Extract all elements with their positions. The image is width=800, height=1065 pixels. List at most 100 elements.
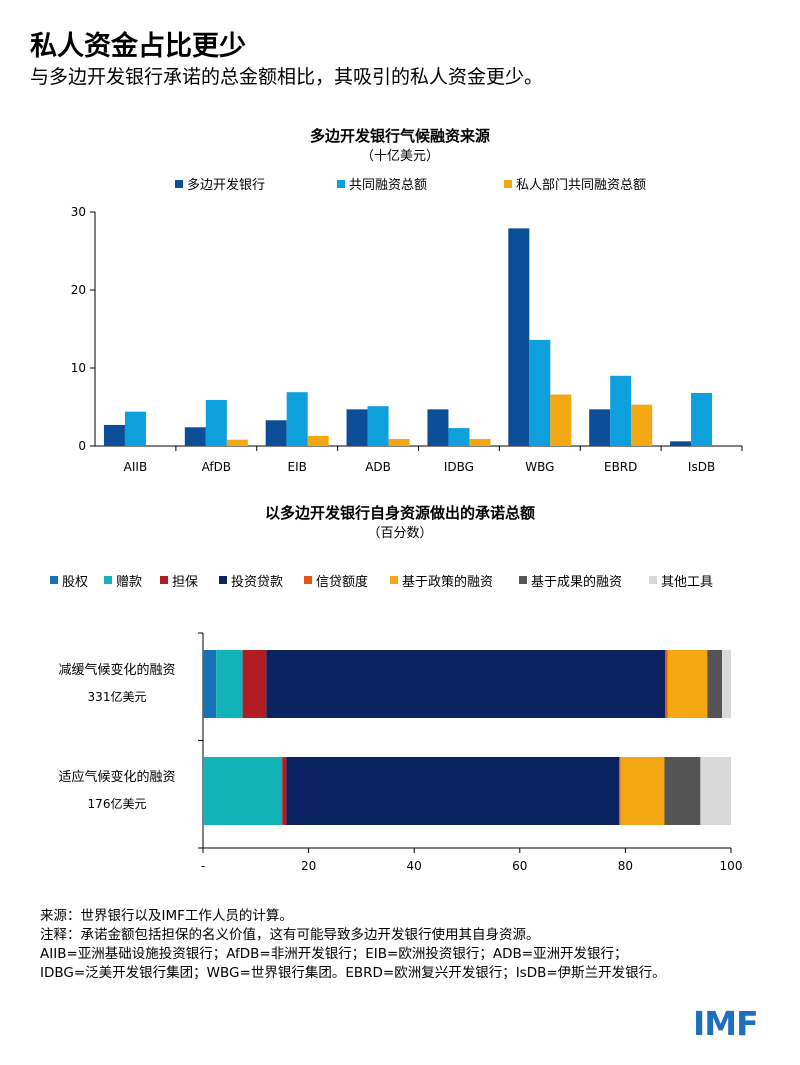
chart2-legend-label: 基于政策的融资 [402,574,493,590]
chart1-x-tick-label: AIIB [124,460,148,474]
note-source: 来源：世界银行以及IMF工作人员的计算。 [40,908,293,924]
chart1-bar [346,409,368,446]
chart1-bar [286,392,308,446]
chart1-subtitle: （十亿美元） [361,149,439,164]
chart2-bars [203,650,731,825]
chart1-bar [691,392,713,446]
chart1-title: 多边开发银行气候融资来源 [310,127,490,145]
chart2-bar-segment [700,757,731,825]
chart2-x-tick-label: 100 [720,859,743,873]
chart1-legend-swatch [175,180,183,188]
chart1-bar [205,399,227,446]
chart1-legend-label: 共同融资总额 [349,178,427,193]
chart2-x-tick-label: 60 [512,859,527,873]
chart2-x-tick-label: 80 [618,859,633,873]
chart1-x-tick-label: EBRD [604,460,637,474]
chart1-bar [367,406,389,446]
chart1-bars [103,228,713,446]
chart1-y-tick-label: 0 [78,439,86,453]
chart2-legend-swatch [519,576,527,584]
chart2-subtitle: （百分数） [367,526,432,541]
chart2-bar-segment [286,757,620,825]
chart2-category-label: 减缓气候变化的融资 [58,662,175,678]
chart2-legend-swatch [160,576,168,584]
chart1-bar [124,411,146,446]
chart1-legend: 多边开发银行 共同融资总额 私人部门共同融资总额 [175,177,646,193]
chart2-bar-segment [707,650,723,718]
chart2-legend-swatch [304,576,312,584]
note-comment: 注释：承诺金额包括担保的名义价值，这有可能导致多边开发银行使用其自身资源。 [40,927,540,943]
chart2-category-label: 适应气候变化的融资 [58,769,175,785]
note-abbrev-1: AIIB=亚洲基础设施投资银行；AfDB=非洲开发银行；EIB=欧洲投资银行；A… [40,946,628,962]
chart1-bar [610,375,632,446]
chart2-bar-segment [619,757,621,825]
chart2-bar-segment [216,650,243,718]
chart1-bar [427,409,449,446]
chart2-x-tick-label: 20 [301,859,316,873]
chart1-bar [670,441,692,446]
chart1-bar [388,438,410,446]
chart2-bar-segment [282,757,287,825]
chart1-bar [226,439,248,446]
chart1-x-tick-label: EIB [288,460,307,474]
chart1-bar [184,427,206,446]
chart2-legend-label: 股权 [62,574,88,590]
chart2-legend-label: 担保 [172,575,198,590]
chart2-legend-label: 基于成果的融资 [531,574,622,590]
chart1-bar [589,409,611,446]
chart2-bar-segment [203,757,283,825]
chart1-bar [631,404,653,446]
chart2-bar-segment [664,757,701,825]
charts-canvas: 多边开发银行气候融资来源 （十亿美元） 多边开发银行 共同融资总额 私人部门共同融资… [50,127,743,873]
chart1-bar [307,435,329,446]
chart1-bar [529,339,551,446]
chart1-x-tick-label: IsDB [688,460,715,474]
chart2-legend-swatch [649,576,657,584]
chart2-legend-swatch [219,576,227,584]
chart2-legend-swatch [104,576,112,584]
chart2-bar-segment [620,757,665,825]
chart1-bar [265,420,287,446]
chart1-bar [469,438,491,446]
chart2-legend-swatch [390,576,398,584]
notes: 来源：世界银行以及IMF工作人员的计算。 注释：承诺金额包括担保的名义价值，这有… [40,907,666,983]
chart1-bar [103,424,125,446]
chart2-legend-label: 信贷额度 [316,574,368,590]
chart1-legend-swatch [337,180,345,188]
chart1-x-tick-label: WBG [525,460,554,474]
chart2-legend-label: 其他工具 [661,575,713,590]
chart1-y-tick-label: 10 [71,361,86,375]
chart2-bar-segment [667,650,708,718]
chart2-x-tick-label: - [201,859,205,873]
chart2-legend-label: 投资贷款 [231,574,283,590]
chart2-title: 以多边开发银行自身资源做出的承诺总额 [265,504,535,522]
chart2-legend-label: 赠款 [116,575,142,590]
chart2-legend-swatch [50,576,58,584]
chart1-legend-swatch [504,180,512,188]
chart1-x-tick-label: ADB [365,460,391,474]
chart2-legend: 股权 赠款 担保 投资贷款 信贷额度 基于政策的融资 基于成果的融资 其他工具 [50,574,713,590]
chart1-legend-label: 多边开发银行 [187,177,265,193]
chart1-bar [550,394,572,446]
chart2-bar-segment [722,650,731,718]
page-title: 私人资金占比更少 [30,31,246,62]
note-abbrev-2: IDBG=泛美开发银行集团；WBG=世界银行集团。EBRD=欧洲复兴开发银行；I… [40,965,666,981]
chart1-y-tick-label: 30 [71,205,86,219]
chart1-bar [448,428,470,446]
chart1-axes: 0 10 20 30 AIIB AfDB EIB ADB IDBG WBG EBRD IsDB [71,205,743,474]
chart1-x-tick-label: AfDB [202,460,231,474]
chart1-x-tick-label: IDBG [444,460,474,474]
chart2-bar-segment [266,650,665,718]
chart1-bar [508,228,530,446]
chart1-y-tick-label: 20 [71,283,86,297]
chart2-bar-segment [203,650,217,718]
chart2-bar-segment [242,650,267,718]
chart2-category-total: 331亿美元 [88,689,147,704]
chart2-category-total: 176亿美元 [88,796,147,811]
chart1-legend-label: 私人部门共同融资总额 [516,178,646,193]
imf-logo: IMF [693,1004,759,1043]
page-subtitle: 与多边开发银行承诺的总金额相比，其吸引的私人资金更少。 [30,66,544,88]
chart2-x-tick-label: 40 [407,859,422,873]
chart2-bar-segment [665,650,668,718]
